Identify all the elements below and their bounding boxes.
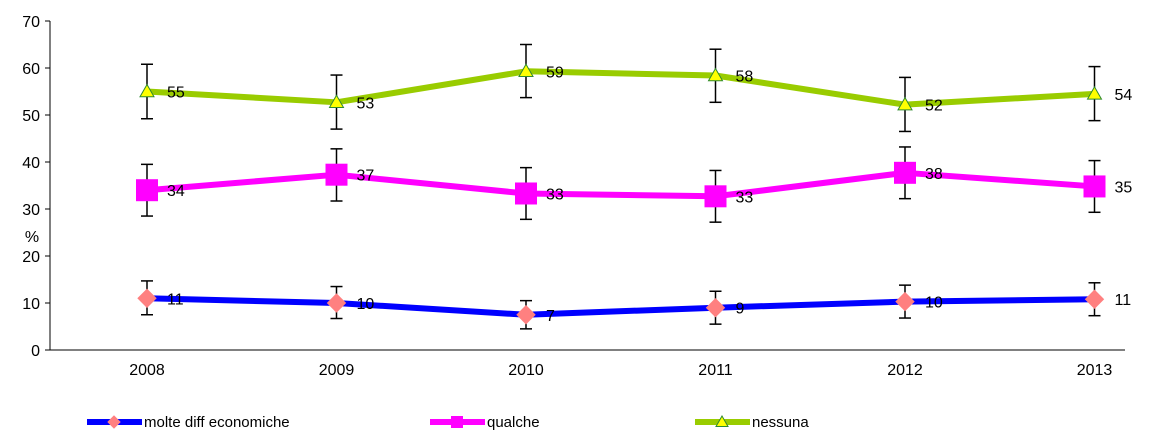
chart-axes: 0 10 20 30 40 50 60 70 2008 2009 2010 2011 2012 2013 [22, 14, 1125, 379]
data-label: 38 [925, 166, 943, 183]
legend-marker [715, 414, 729, 427]
data-point [895, 291, 915, 312]
data-label: 52 [925, 98, 943, 115]
y-tick-label: 0 [31, 343, 40, 360]
series-line [146, 169, 1095, 200]
data-label: 11 [1115, 292, 1132, 309]
legend-label: qualche [487, 414, 540, 430]
legend-label: nessuna [752, 414, 809, 430]
data-point [1084, 289, 1105, 309]
series-line [146, 295, 1095, 318]
data-point [328, 94, 345, 109]
y-tick-label: 60 [22, 61, 40, 78]
data-label: 33 [736, 189, 754, 206]
data-label: 33 [546, 186, 564, 203]
data-label: 59 [546, 64, 564, 81]
data-label: 54 [1115, 87, 1133, 104]
data-label: 11 [167, 291, 184, 308]
data-point [515, 182, 537, 205]
data-point [704, 185, 727, 208]
x-tick-label: 2013 [1077, 362, 1113, 379]
data-labels: 11 10 7 9 10 11 34 37 33 33 38 35 55 53 59 58 52 54 [167, 64, 1132, 324]
series-markers [136, 63, 1106, 325]
y-tick-label: 10 [22, 296, 40, 313]
data-point [1083, 175, 1106, 198]
legend-marker [451, 416, 463, 428]
y-tick-label: 50 [22, 108, 40, 125]
data-point [325, 163, 348, 186]
data-point [136, 179, 158, 202]
legend-label: molte diff economiche [144, 414, 290, 430]
data-label: 7 [546, 308, 555, 325]
data-point [137, 288, 157, 309]
data-label: 34 [167, 183, 185, 200]
data-label: 53 [357, 95, 375, 112]
data-point [897, 96, 913, 111]
data-label: 37 [357, 168, 375, 185]
series-line [146, 68, 1095, 108]
x-tick-label: 2010 [508, 362, 544, 379]
y-tick-label: 30 [22, 202, 40, 219]
y-tick-label: 70 [22, 14, 40, 31]
x-tick-label: 2008 [129, 362, 165, 379]
data-point [516, 305, 536, 325]
chart-legend: molte diff economiche qualche nessuna [87, 414, 809, 430]
data-label: 9 [736, 301, 745, 318]
y-tick-label: 20 [22, 249, 40, 266]
x-tick-label: 2011 [698, 362, 733, 379]
legend-marker [107, 415, 121, 429]
data-label: 55 [167, 85, 185, 102]
data-point [894, 161, 916, 184]
data-label: 10 [925, 295, 943, 312]
data-label: 10 [357, 296, 375, 313]
y-tick-label: 40 [22, 155, 40, 172]
data-point [326, 293, 347, 313]
error-bars [141, 43, 1101, 330]
data-point [518, 63, 534, 78]
data-label: 58 [736, 69, 754, 86]
data-point [705, 297, 726, 318]
series-lines [146, 68, 1095, 318]
data-point [707, 67, 724, 82]
data-point [139, 83, 155, 98]
x-tick-label: 2009 [319, 362, 355, 379]
x-tick-label: 2012 [887, 362, 923, 379]
y-axis-title: % [25, 229, 39, 246]
data-point [1086, 85, 1103, 100]
data-label: 35 [1115, 179, 1133, 196]
